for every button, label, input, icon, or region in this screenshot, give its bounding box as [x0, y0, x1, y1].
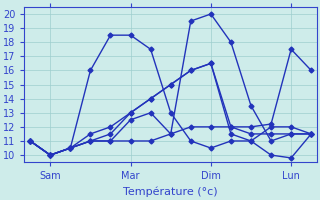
X-axis label: Température (°c): Température (°c)	[124, 187, 218, 197]
